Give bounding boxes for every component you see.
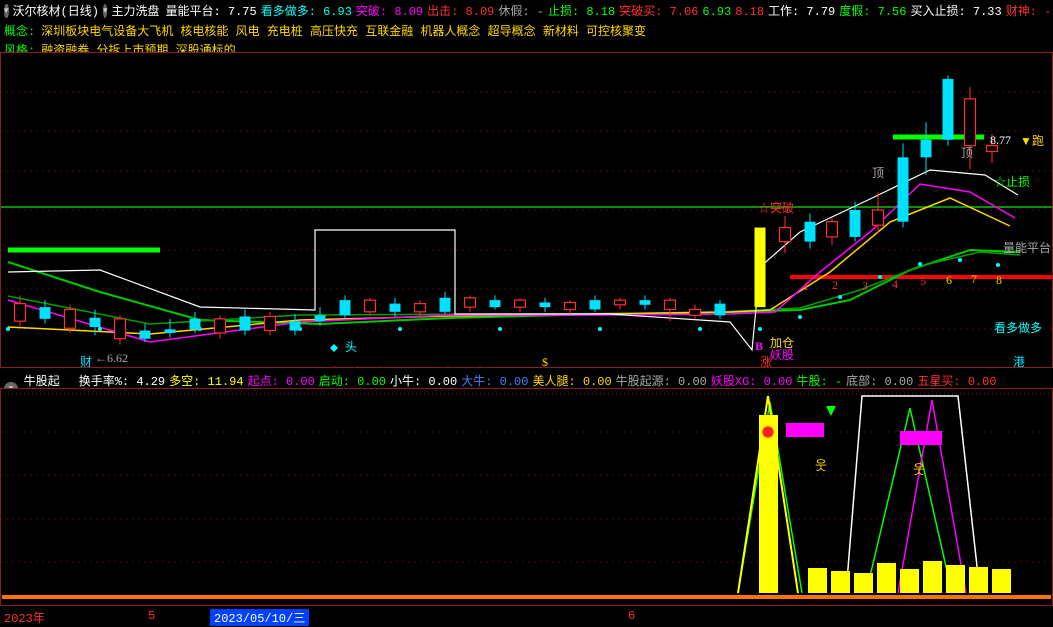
- time-axis: 2023年 5 2023/05/10/三 6: [0, 608, 1053, 626]
- chevron-icon-2[interactable]: ▾: [103, 4, 108, 18]
- svg-text:2: 2: [832, 278, 838, 292]
- svg-text:8: 8: [996, 273, 1002, 287]
- timeline-label: 2023/05/10/三: [210, 609, 309, 626]
- svg-text:看多做多: 看多做多: [994, 320, 1042, 335]
- svg-text:港: 港: [1013, 355, 1025, 368]
- indicator-value: 看多做多: 6.93: [259, 2, 354, 19]
- indicator-value: 突破买: 7.06: [617, 2, 700, 19]
- sub-indicator-chart[interactable]: 웃웃: [0, 388, 1053, 606]
- sub-indicator-value: 小牛: 0.00: [388, 372, 459, 389]
- sub-indicator-value: 多空: 11.94: [167, 372, 245, 389]
- timeline-label: 5: [148, 609, 155, 623]
- chevron-icon[interactable]: ▾: [4, 4, 9, 18]
- svg-text:4: 4: [892, 277, 898, 291]
- sub-indicator-value: 牛股: -: [795, 372, 845, 389]
- main-kline-chart[interactable]: ☆突破B加仓妖股★ 大胆搏顶顶8.77▼跑☆止损量能平台看多做多←6.62头12…: [0, 52, 1053, 368]
- header-bar: ▾ 沃尔核材(日线) ▾ 主力洗盘 量能平台: 7.75看多做多: 6.93突破…: [0, 0, 1053, 21]
- indicator-value: 买入止损: 7.33: [908, 2, 1003, 19]
- svg-text:▼跑: ▼跑: [1020, 134, 1044, 148]
- svg-text:☆止损: ☆止损: [994, 175, 1030, 189]
- svg-text:妖股: 妖股: [770, 348, 794, 362]
- svg-text:顶: 顶: [872, 166, 884, 180]
- sub-indicator-value: 美人腿: 0.00: [530, 372, 613, 389]
- svg-text:B: B: [755, 339, 763, 353]
- sub-indicator-value: 大牛: 0.00: [459, 372, 530, 389]
- svg-text:量能平台: 量能平台: [1003, 240, 1051, 255]
- svg-text:6: 6: [946, 273, 952, 287]
- indicator-value: 6.93: [700, 5, 733, 19]
- sub-indicator-value: 起点: 0.00: [246, 372, 317, 389]
- indicator-value: 突破: 8.09: [354, 2, 425, 19]
- svg-text:涨: 涨: [760, 354, 772, 368]
- indicator-value: 财神: -: [1004, 2, 1053, 19]
- sub-indicator-value: 牛股起源: 0.00: [614, 372, 709, 389]
- svg-text:头: 头: [345, 340, 357, 354]
- sub-indicator-value: 五星买: 0.00: [915, 372, 998, 389]
- svg-text:←6.62: ←6.62: [95, 351, 128, 365]
- sub-indicator-value: 换手率%: 4.29: [77, 372, 167, 389]
- svg-text:5: 5: [920, 274, 926, 288]
- indicator-value: 工作: 7.79: [766, 2, 837, 19]
- svg-text:웃: 웃: [913, 463, 925, 478]
- header-indicators: 量能平台: 7.75看多做多: 6.93突破: 8.09出击: 8.09休假: …: [163, 2, 1053, 19]
- svg-text:1: 1: [803, 279, 809, 293]
- svg-text:웃: 웃: [815, 459, 827, 474]
- svg-text:3: 3: [862, 279, 868, 293]
- svg-text:财: 财: [80, 355, 92, 368]
- stock-title: 沃尔核材(日线): [13, 2, 99, 19]
- sub-indicator-value: 启动: 0.00: [317, 372, 388, 389]
- sub-indicator-value: 妖股XG: 0.00: [709, 372, 795, 389]
- zhuli-label: 主力洗盘: [111, 2, 159, 19]
- concept-row: 概念: 深圳板块电气设备大飞机 核电核能 风电 充电桩 高压快充 互联金融 机器…: [0, 21, 1053, 40]
- indicator-value: 量能平台: 7.75: [163, 2, 258, 19]
- gainian-label: 概念:: [4, 22, 35, 39]
- indicator-value: 休假: -: [496, 2, 546, 19]
- gainian-text: 深圳板块电气设备大飞机 核电核能 风电 充电桩 高压快充 互联金融 机器人概念 …: [41, 22, 646, 39]
- timeline-label: 6: [628, 609, 635, 623]
- svg-text:☆突破: ☆突破: [758, 200, 794, 215]
- indicator-value: 8.18: [733, 5, 766, 19]
- sub-indicator-value: 底部: 0.00: [844, 372, 915, 389]
- svg-text:7: 7: [971, 272, 977, 286]
- svg-text:$: $: [542, 355, 548, 368]
- indicator-value: 止损: 8.18: [546, 2, 617, 19]
- timeline-label: 2023年: [4, 609, 45, 626]
- svg-text:8.77: 8.77: [990, 133, 1011, 147]
- indicator-value: 出击: 8.09: [425, 2, 496, 19]
- indicator-value: 度假: 7.56: [837, 2, 908, 19]
- svg-text:顶: 顶: [961, 146, 973, 160]
